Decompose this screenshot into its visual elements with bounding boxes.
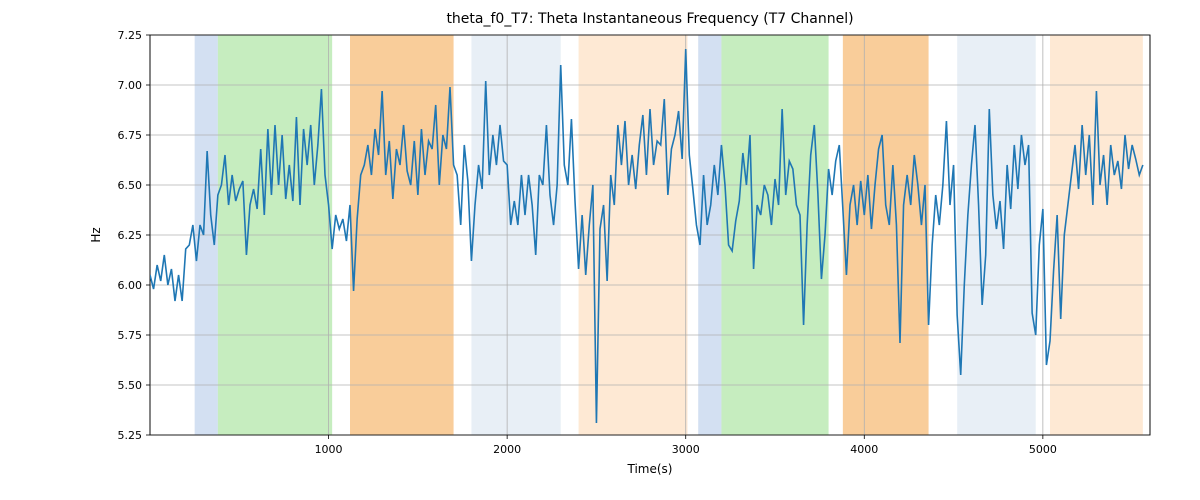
ytick-label: 6.25	[118, 229, 143, 242]
ytick-label: 6.75	[118, 129, 143, 142]
ytick-label: 5.75	[118, 329, 143, 342]
y-axis-label: Hz	[89, 227, 103, 242]
line-chart-svg: 5.25 5.50 5.75 6.00 6.25 6.50 6.75 7.00 7.25 1000…	[0, 0, 1200, 500]
chart-title: theta_f0_T7: Theta Instantaneous Frequen…	[446, 11, 853, 27]
x-axis-label: Time(s)	[627, 462, 673, 476]
ytick-label: 5.50	[118, 379, 143, 392]
ytick-label: 5.25	[118, 429, 143, 442]
xtick-label: 5000	[1029, 443, 1057, 456]
xtick-label: 1000	[315, 443, 343, 456]
ytick-label: 6.50	[118, 179, 143, 192]
chart-container: 5.25 5.50 5.75 6.00 6.25 6.50 6.75 7.00 7.25 1000…	[0, 0, 1200, 500]
xtick-label: 4000	[850, 443, 878, 456]
xtick-label: 3000	[672, 443, 700, 456]
xtick-label: 2000	[493, 443, 521, 456]
ytick-label: 7.00	[118, 79, 143, 92]
ytick-label: 6.00	[118, 279, 143, 292]
ytick-label: 7.25	[118, 29, 143, 42]
